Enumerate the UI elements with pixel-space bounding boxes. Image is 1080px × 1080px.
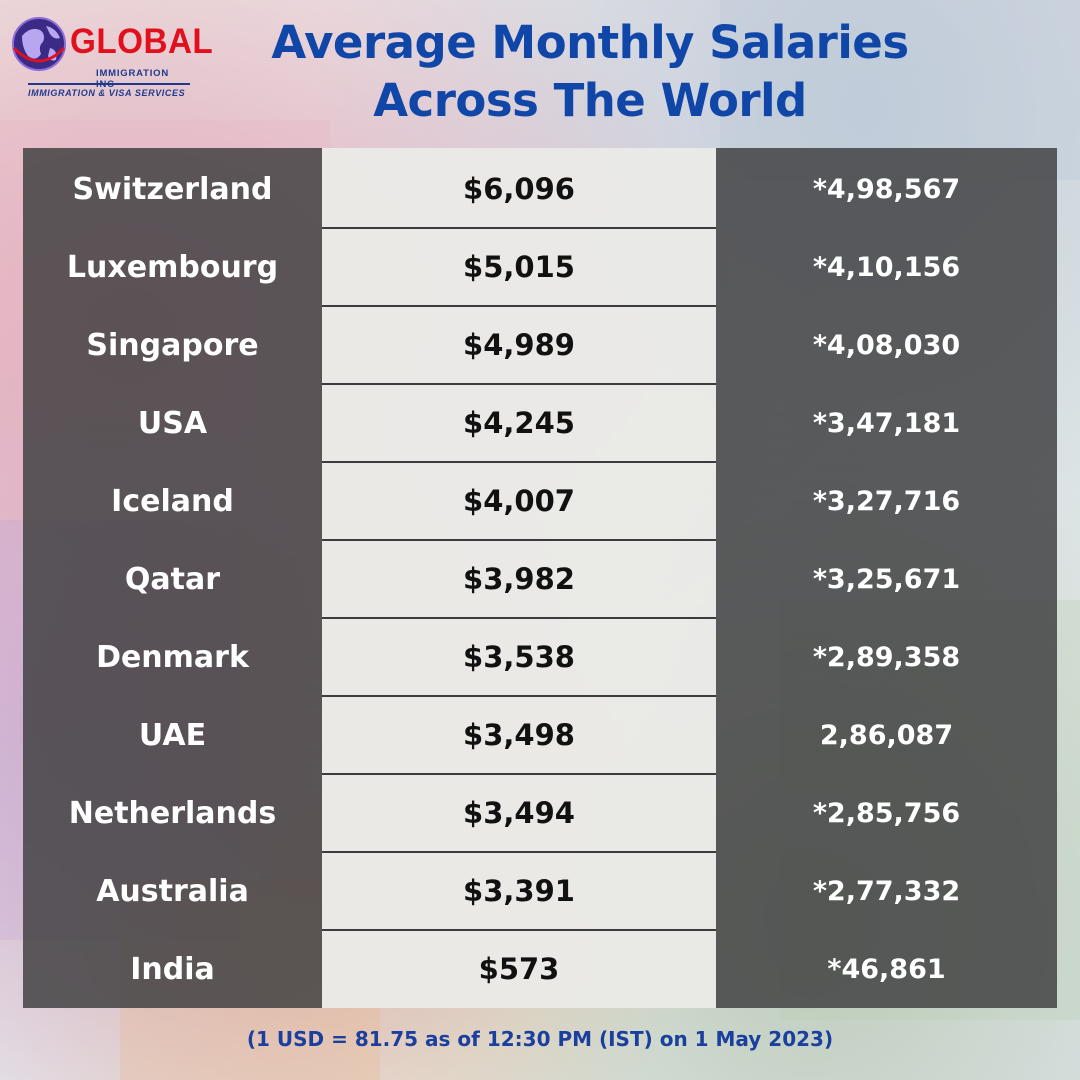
logo-tagline: IMMIGRATION & VISA SERVICES	[28, 88, 186, 98]
usd-salary-cell: $3,494	[463, 796, 575, 830]
table-row: Iceland $4,007 *3,27,716	[23, 462, 1057, 540]
usd-salary-cell: $573	[478, 952, 560, 986]
country-cell: Switzerland	[72, 171, 273, 207]
row-divider	[322, 929, 716, 931]
local-salary-cell: *4,08,030	[812, 329, 961, 361]
local-salary-cell: *46,861	[827, 953, 946, 985]
logo-name: GLOBAL	[70, 22, 214, 61]
usd-salary-cell: $4,989	[463, 328, 575, 362]
local-salary-cell: *3,25,671	[812, 563, 961, 595]
usd-salary-cell: $4,245	[463, 406, 575, 440]
table-row: Luxembourg $5,015 *4,10,156	[23, 228, 1057, 306]
row-divider	[322, 383, 716, 385]
local-salary-cell: *2,89,358	[812, 641, 961, 673]
title-line-1: Average Monthly Salaries	[271, 16, 909, 69]
country-cell: Luxembourg	[66, 249, 279, 285]
country-cell: Netherlands	[68, 795, 277, 831]
page-title: Average Monthly Salaries Across The Worl…	[190, 14, 990, 130]
company-logo: GLOBAL IMMIGRATION INC IMMIGRATION & VIS…	[10, 10, 213, 100]
exchange-rate-footnote: (1 USD = 81.75 as of 12:30 PM (IST) on 1…	[246, 1027, 834, 1051]
usd-salary-cell: $3,498	[463, 718, 575, 752]
table-row: India $573 *46,861	[23, 930, 1057, 1008]
local-salary-cell: *4,98,567	[812, 173, 961, 205]
country-cell: Qatar	[124, 561, 221, 597]
row-divider	[322, 461, 716, 463]
table-row: Qatar $3,982 *3,25,671	[23, 540, 1057, 618]
row-divider	[322, 305, 716, 307]
local-salary-cell: *4,10,156	[812, 251, 961, 283]
table-row: Singapore $4,989 *4,08,030	[23, 306, 1057, 384]
row-divider	[322, 539, 716, 541]
title-line-2: Across The World	[373, 74, 807, 127]
country-cell: Singapore	[86, 327, 259, 363]
local-salary-cell: *2,85,756	[812, 797, 961, 829]
country-cell: Iceland	[111, 483, 234, 519]
table-row: Australia $3,391 *2,77,332	[23, 852, 1057, 930]
usd-salary-cell: $3,982	[463, 562, 575, 596]
usd-salary-cell: $3,391	[463, 874, 575, 908]
country-cell: UAE	[138, 717, 207, 753]
usd-salary-cell: $5,015	[463, 250, 575, 284]
row-divider	[322, 851, 716, 853]
local-salary-cell: *3,27,716	[812, 485, 961, 517]
country-cell: Australia	[96, 873, 249, 909]
country-cell: India	[130, 951, 215, 987]
usd-salary-cell: $6,096	[463, 172, 575, 206]
header: GLOBAL IMMIGRATION INC IMMIGRATION & VIS…	[0, 0, 1080, 145]
row-divider	[322, 695, 716, 697]
local-salary-cell: 2,86,087	[819, 719, 954, 751]
usd-salary-cell: $3,538	[463, 640, 575, 674]
table-row: Denmark $3,538 *2,89,358	[23, 618, 1057, 696]
logo-divider	[28, 83, 190, 85]
row-divider	[322, 773, 716, 775]
globe-icon	[12, 17, 66, 71]
local-salary-cell: *2,77,332	[812, 875, 961, 907]
row-divider	[322, 227, 716, 229]
local-salary-cell: *3,47,181	[812, 407, 961, 439]
table-row: USA $4,245 *3,47,181	[23, 384, 1057, 462]
row-divider	[322, 617, 716, 619]
usd-salary-cell: $4,007	[463, 484, 575, 518]
country-cell: Denmark	[96, 639, 249, 675]
usd-column-background	[322, 148, 716, 1008]
table-row: Switzerland $6,096 *4,98,567	[23, 150, 1057, 228]
logo-subtitle: IMMIGRATION INC	[96, 68, 170, 90]
table-row: Netherlands $3,494 *2,85,756	[23, 774, 1057, 852]
table-row: UAE $3,498 2,86,087	[23, 696, 1057, 774]
country-cell: USA	[137, 405, 208, 441]
